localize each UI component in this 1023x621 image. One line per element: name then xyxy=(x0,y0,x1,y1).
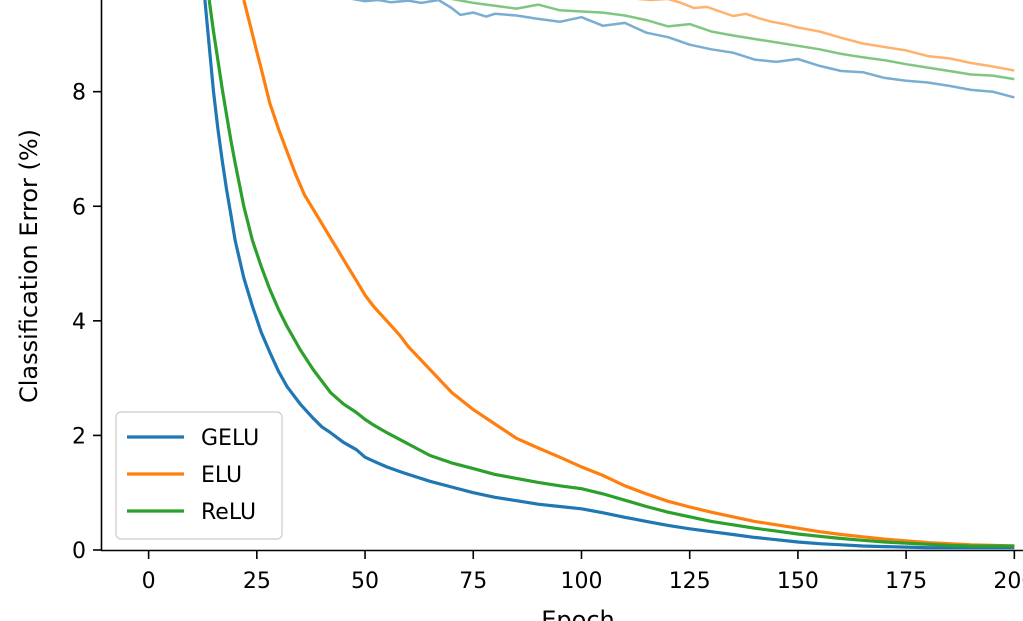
series-line-elu-train xyxy=(637,0,1015,72)
y-axis-label: Classification Error (%) xyxy=(15,129,43,403)
x-axis-label: Epoch xyxy=(541,606,615,621)
series-lines xyxy=(203,0,1015,550)
x-tick-label: 150 xyxy=(777,569,819,594)
y-tick-label: 0 xyxy=(72,539,86,564)
x-tick-label: 50 xyxy=(351,569,379,594)
x-tick-label: 200 xyxy=(993,569,1023,594)
y-tick-label: 8 xyxy=(72,81,86,106)
y-ticks: 0 2 4 6 8 xyxy=(72,81,101,564)
y-tick-label: 6 xyxy=(72,195,86,220)
series-line-elu-test xyxy=(242,0,1015,548)
legend-label-relu: ReLU xyxy=(201,500,256,525)
legend-box xyxy=(115,411,283,540)
x-tick-label: 100 xyxy=(560,569,602,594)
legend-label-elu: ELU xyxy=(201,463,242,488)
x-tick-label: 25 xyxy=(243,569,271,594)
y-tick-label: 4 xyxy=(72,310,86,335)
x-ticks: 0 25 50 75 100 125 150 175 200 xyxy=(142,551,1023,594)
series-line-gelu-train xyxy=(351,0,1015,99)
series-line-gelu-test xyxy=(203,0,1015,550)
x-tick-label: 125 xyxy=(669,569,711,594)
x-tick-label: 0 xyxy=(142,569,156,594)
legend: GELU ELU ReLU xyxy=(115,411,283,540)
series-line-relu-test xyxy=(207,0,1015,548)
x-tick-label: 75 xyxy=(459,569,487,594)
x-tick-label: 175 xyxy=(885,569,927,594)
series-line-relu-train xyxy=(451,0,1015,81)
legend-label-gelu: GELU xyxy=(201,426,259,451)
y-tick-label: 2 xyxy=(72,424,86,449)
